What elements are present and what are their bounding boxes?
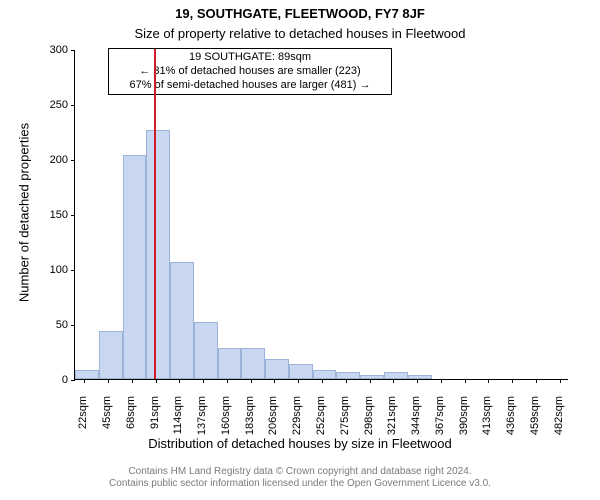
xtick-label: 229sqm (291, 396, 303, 444)
ytick-label: 50 (0, 319, 68, 331)
xtick-label: 298sqm (363, 396, 375, 444)
xtick-mark (560, 379, 561, 383)
xtick-mark (108, 379, 109, 383)
xtick-mark (488, 379, 489, 383)
histogram-bar (384, 372, 408, 379)
xtick-label: 137sqm (196, 396, 208, 444)
xtick-label: 482sqm (553, 396, 565, 444)
xtick-label: 275sqm (339, 396, 351, 444)
ytick-mark (71, 380, 75, 381)
xtick-mark (512, 379, 513, 383)
xtick-mark (298, 379, 299, 383)
xtick-label: 22sqm (77, 396, 89, 444)
xtick-label: 367sqm (434, 396, 446, 444)
chart-title-main: 19, SOUTHGATE, FLEETWOOD, FY7 8JF (0, 6, 600, 21)
xtick-label: 183sqm (244, 396, 256, 444)
property-marker-line (154, 49, 156, 379)
histogram-bar (313, 370, 337, 379)
histogram-bar (146, 130, 170, 379)
xtick-label: 68sqm (125, 396, 137, 444)
histogram-bar (289, 364, 313, 379)
xtick-mark (203, 379, 204, 383)
ytick-label: 200 (0, 154, 68, 166)
histogram-bar (218, 348, 242, 379)
histogram-bar (336, 372, 360, 379)
ytick-label: 250 (0, 99, 68, 111)
xtick-mark (251, 379, 252, 383)
xtick-mark (346, 379, 347, 383)
xtick-label: 413sqm (481, 396, 493, 444)
xtick-mark (227, 379, 228, 383)
ytick-label: 0 (0, 374, 68, 386)
ytick-label: 150 (0, 209, 68, 221)
ytick-mark (71, 215, 75, 216)
xtick-label: 160sqm (220, 396, 232, 444)
histogram-bar (265, 359, 289, 379)
xtick-mark (441, 379, 442, 383)
histogram-bar (408, 375, 432, 379)
histogram-bar (123, 155, 147, 379)
xtick-mark (156, 379, 157, 383)
histogram-bar (99, 331, 123, 379)
xtick-label: 206sqm (267, 396, 279, 444)
xtick-mark (322, 379, 323, 383)
histogram-bar (194, 322, 218, 379)
histogram-plot (74, 50, 568, 380)
xtick-label: 114sqm (172, 396, 184, 444)
xtick-label: 344sqm (410, 396, 422, 444)
xtick-mark (132, 379, 133, 383)
xtick-label: 45sqm (101, 396, 113, 444)
xtick-label: 321sqm (386, 396, 398, 444)
xtick-label: 436sqm (505, 396, 517, 444)
footer-line-1: Contains HM Land Registry data © Crown c… (0, 466, 600, 478)
xtick-mark (465, 379, 466, 383)
histogram-bar (241, 348, 265, 379)
xtick-mark (417, 379, 418, 383)
xtick-label: 459sqm (529, 396, 541, 444)
histogram-bar (360, 375, 384, 379)
footer-attribution: Contains HM Land Registry data © Crown c… (0, 466, 600, 490)
xtick-mark (179, 379, 180, 383)
ytick-label: 300 (0, 44, 68, 56)
ytick-mark (71, 160, 75, 161)
histogram-bar (170, 262, 194, 379)
footer-line-2: Contains public sector information licen… (0, 478, 600, 490)
xtick-mark (84, 379, 85, 383)
ytick-mark (71, 325, 75, 326)
xtick-label: 91sqm (149, 396, 161, 444)
xtick-mark (274, 379, 275, 383)
ytick-mark (71, 105, 75, 106)
xtick-mark (370, 379, 371, 383)
xtick-mark (393, 379, 394, 383)
ytick-mark (71, 50, 75, 51)
ytick-label: 100 (0, 264, 68, 276)
ytick-mark (71, 270, 75, 271)
chart-title-sub: Size of property relative to detached ho… (0, 26, 600, 41)
xtick-mark (536, 379, 537, 383)
xtick-label: 252sqm (315, 396, 327, 444)
histogram-bar (75, 370, 99, 379)
xtick-label: 390sqm (458, 396, 470, 444)
